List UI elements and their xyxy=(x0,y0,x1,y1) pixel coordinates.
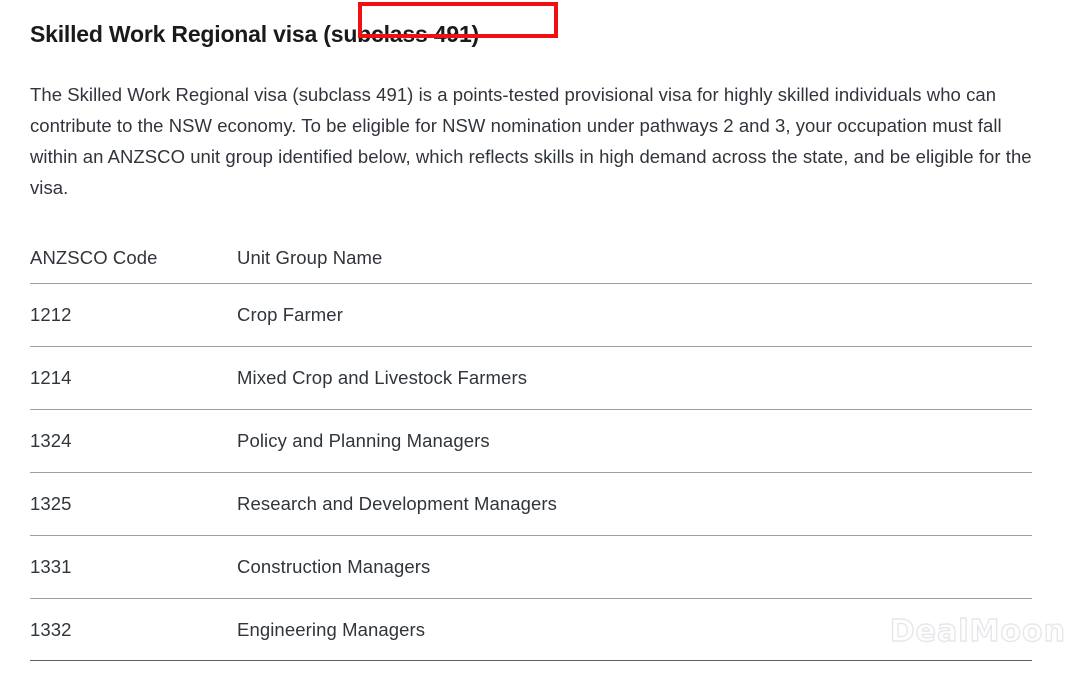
table-row: 1332 Engineering Managers xyxy=(30,598,1032,661)
table-header-row: ANZSCO Code Unit Group Name xyxy=(30,232,1032,283)
cell-anzsco-code: 1325 xyxy=(30,493,72,514)
table-row: 1212 Crop Farmer xyxy=(30,283,1032,346)
table-row: 1214 Mixed Crop and Livestock Farmers xyxy=(30,346,1032,409)
dealmoon-watermark: DealMoon xyxy=(889,613,1066,649)
table-row: 1324 Policy and Planning Managers xyxy=(30,409,1032,472)
cell-anzsco-code: 1332 xyxy=(30,618,72,640)
page-title-prefix: Skilled Work Regional visa xyxy=(30,21,324,48)
cell-unit-group-name: Policy and Planning Managers xyxy=(237,430,490,451)
table-row: 1331 Construction Managers xyxy=(30,535,1032,598)
cell-anzsco-code: 1212 xyxy=(30,304,72,325)
cell-anzsco-code: 1324 xyxy=(30,430,72,451)
table-row: 1325 Research and Development Managers xyxy=(30,472,1032,535)
intro-paragraph: The Skilled Work Regional visa (subclass… xyxy=(30,83,1032,198)
page-title: Skilled Work Regional visa (subclass 491… xyxy=(30,19,479,49)
cell-anzsco-code: 1331 xyxy=(30,556,72,577)
anzsco-occupation-table: ANZSCO Code Unit Group Name 1212 Crop Fa… xyxy=(30,232,1032,661)
page-title-subclass: (subclass 491) xyxy=(323,21,480,48)
cell-unit-group-name: Mixed Crop and Livestock Farmers xyxy=(237,367,528,388)
cell-unit-group-name: Construction Managers xyxy=(237,556,431,577)
column-header-unit-group-name: Unit Group Name xyxy=(237,246,383,268)
column-header-anzsco-code: ANZSCO Code xyxy=(30,246,158,268)
cell-unit-group-name: Research and Development Managers xyxy=(237,493,558,514)
cell-unit-group-name: Crop Farmer xyxy=(237,304,343,325)
cell-anzsco-code: 1214 xyxy=(30,367,72,388)
cell-unit-group-name: Engineering Managers xyxy=(237,618,426,640)
